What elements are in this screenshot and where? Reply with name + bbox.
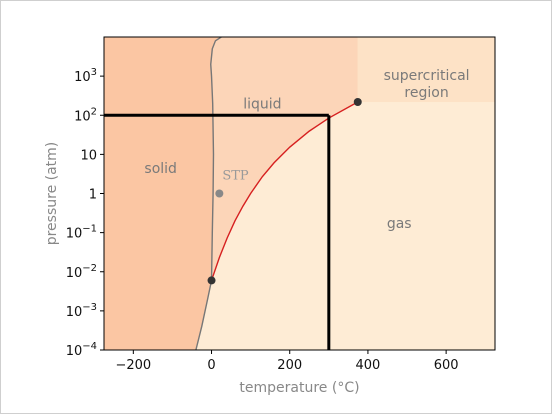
y-axis-label: pressure (atm) [44, 142, 60, 246]
melting-curve [195, 37, 222, 350]
y-tick-label: 10−1 [66, 224, 97, 242]
solid-label: solid [144, 161, 177, 177]
liquid-region [210, 37, 358, 281]
vaporization-curve [210, 101, 359, 281]
y-tick-label: 10 [80, 148, 97, 163]
supercritical-region [357, 37, 495, 103]
y-tick-label: 10−3 [66, 302, 97, 320]
y-tick-label: 102 [74, 106, 97, 124]
critical-point [353, 98, 362, 107]
liquid-label: liquid [243, 96, 281, 112]
y-tick-label: 10−4 [66, 341, 97, 359]
triple-point [207, 276, 216, 285]
x-tick-label: 200 [277, 358, 302, 373]
y-tick-label: 10−2 [66, 263, 97, 281]
stp-point-label: STP [222, 169, 249, 184]
x-tick-label: 400 [356, 358, 381, 373]
x-tick-label: 600 [434, 358, 459, 373]
solid-region [104, 37, 222, 350]
y-tick-label: 103 [74, 67, 97, 85]
y-tick-label: 1 [89, 188, 97, 203]
x-tick-label: −200 [115, 358, 151, 373]
stp-point [215, 189, 224, 198]
gas-label: gas [387, 216, 412, 232]
supercritical-label: supercritical region [384, 68, 470, 101]
x-tick-label: 0 [207, 358, 215, 373]
x-axis-label: temperature (°C) [239, 380, 359, 396]
